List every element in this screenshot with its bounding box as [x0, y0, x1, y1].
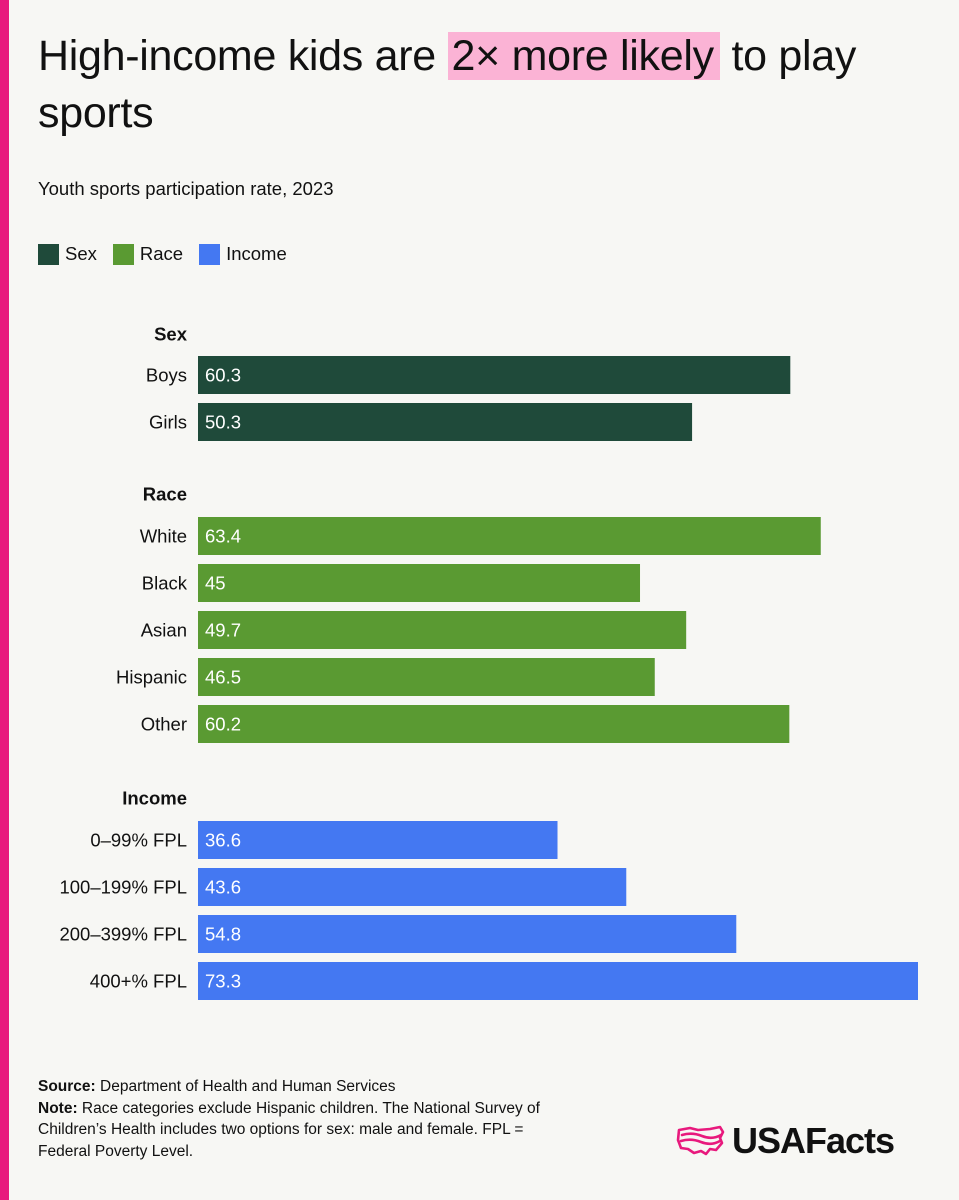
source-text: Department of Health and Human Services	[95, 1078, 396, 1095]
bar-100-199-fpl	[198, 868, 627, 906]
accent-bar	[0, 0, 9, 1200]
data-label-0-99-fpl: 36.6	[205, 830, 241, 851]
legend-label-race: Race	[139, 243, 184, 264]
data-label-hispanic: 46.5	[205, 667, 241, 688]
bar-girls	[198, 403, 693, 441]
bar-hispanic	[198, 658, 655, 696]
bar-0-99-fpl	[198, 821, 558, 859]
category-label-boys: Boys	[146, 365, 187, 386]
data-label-200-399-fpl: 54.8	[205, 924, 241, 945]
category-label-200-399-fpl: 200–399% FPL	[59, 924, 187, 945]
group-header-income: Income	[122, 788, 187, 809]
legend-item-income: Income	[199, 243, 287, 265]
category-label-0-99-fpl: 0–99% FPL	[90, 830, 187, 851]
category-label-hispanic: Hispanic	[116, 667, 187, 688]
category-label-400-fpl: 400+% FPL	[90, 971, 187, 992]
data-label-white: 63.4	[205, 526, 241, 547]
legend-swatch-race	[112, 243, 134, 265]
group-header-sex: Sex	[154, 324, 188, 345]
title-highlight: 2× more likely	[447, 32, 720, 80]
page-title: High-income kids are 2× more likely to p…	[38, 28, 918, 142]
chart-subtitle: Youth sports participation rate, 2023	[38, 178, 334, 199]
note-label: Note:	[38, 1099, 78, 1117]
group-header-race: Race	[143, 484, 187, 505]
source-label: Source:	[38, 1078, 96, 1095]
legend-item-race: Race	[112, 243, 184, 265]
category-label-girls: Girls	[149, 412, 187, 433]
us-map-flag-icon	[676, 1125, 725, 1156]
bar-other	[198, 705, 790, 743]
legend-swatch-sex	[38, 243, 59, 265]
data-label-black: 45	[205, 573, 226, 594]
bar-white	[198, 517, 821, 555]
data-label-asian: 49.7	[205, 620, 241, 641]
note-line: Note: Race categories exclude Hispanic c…	[38, 1098, 558, 1163]
footer-notes: Source: Department of Health and Human S…	[38, 1076, 558, 1162]
category-label-black: Black	[142, 573, 188, 594]
data-label-100-199-fpl: 43.6	[205, 877, 241, 898]
note-text: Race categories exclude Hispanic childre…	[38, 1099, 540, 1160]
usafacts-logo: USAFacts	[676, 1120, 895, 1162]
category-label-asian: Asian	[141, 620, 187, 641]
bar-200-399-fpl	[198, 915, 737, 953]
title-suffix: to play sports	[38, 32, 857, 137]
category-label-white: White	[140, 526, 187, 547]
legend-item-sex: Sex	[38, 243, 97, 265]
logo-text: USAFacts	[732, 1120, 895, 1161]
legend-swatch-income	[199, 243, 221, 265]
data-label-400-fpl: 73.3	[205, 971, 241, 992]
category-label-100-199-fpl: 100–199% FPL	[59, 877, 187, 898]
title-prefix: High-income kids are	[38, 32, 448, 80]
legend-label-income: Income	[226, 243, 287, 264]
bar-asian	[198, 611, 687, 649]
data-label-girls: 50.3	[205, 412, 241, 433]
category-label-other: Other	[141, 714, 187, 735]
data-label-boys: 60.3	[205, 365, 241, 386]
legend: Sex Race Income	[38, 243, 303, 265]
data-label-other: 60.2	[205, 714, 241, 735]
bar-black	[198, 564, 641, 602]
bar-400-fpl	[198, 962, 918, 1000]
source-line: Source: Department of Health and Human S…	[38, 1076, 558, 1098]
legend-label-sex: Sex	[65, 243, 97, 264]
bar-boys	[198, 356, 791, 394]
